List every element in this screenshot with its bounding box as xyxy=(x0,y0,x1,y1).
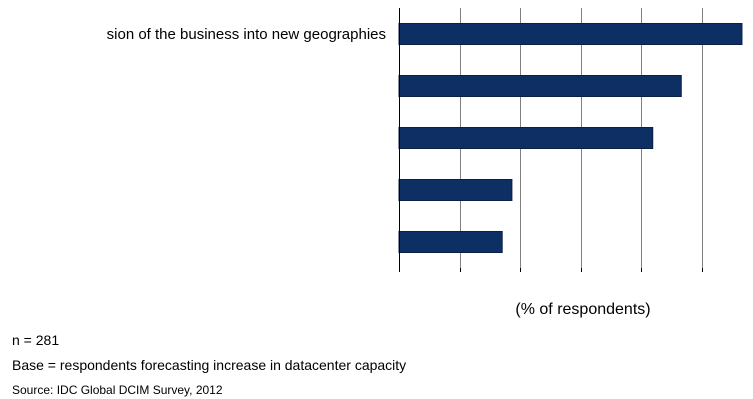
bar xyxy=(398,231,503,253)
base-note: Base = respondents forecasting increase … xyxy=(12,357,407,373)
axes xyxy=(399,8,703,272)
category-label: sion of the business into new geographie… xyxy=(107,26,386,43)
bar xyxy=(398,23,743,45)
bar xyxy=(398,179,513,201)
source-note: Source: IDC Global DCIM Survey, 2012 xyxy=(12,383,223,397)
bar xyxy=(398,127,654,149)
x-axis-label: (% of respondents) xyxy=(515,301,651,318)
sample-size-note: n = 281 xyxy=(12,332,60,348)
bar xyxy=(398,75,682,97)
bars xyxy=(398,23,743,253)
category-labels: sion of the business into new geographie… xyxy=(107,26,386,43)
